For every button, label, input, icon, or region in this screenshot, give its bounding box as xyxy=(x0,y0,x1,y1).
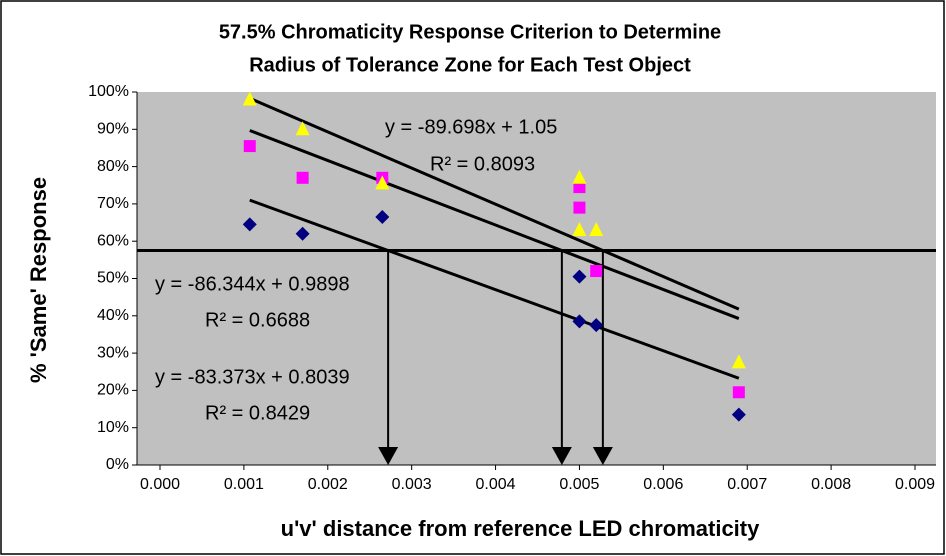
data-point xyxy=(243,140,256,153)
x-axis-label: u'v' distance from reference LED chromat… xyxy=(281,516,760,541)
data-point xyxy=(572,314,587,329)
data-point xyxy=(590,265,603,278)
y-tick-label: 50% xyxy=(97,270,129,287)
x-tick-label: 0.006 xyxy=(643,476,683,493)
arrow-head xyxy=(592,447,613,465)
trendline-equation: y = -83.373x + 0.8039 xyxy=(155,366,350,388)
data-point xyxy=(572,222,587,237)
x-tick-label: 0.005 xyxy=(559,476,599,493)
arrow-head xyxy=(378,447,399,465)
data-point xyxy=(731,407,746,422)
x-tick-label: 0.007 xyxy=(727,476,767,493)
trendline-r2: R² = 0.6688 xyxy=(205,309,310,331)
data-point xyxy=(242,91,257,106)
y-tick-label: 80% xyxy=(97,158,129,175)
x-tick-label: 0.002 xyxy=(308,476,348,493)
data-point xyxy=(296,171,309,184)
x-tick-label: 0.000 xyxy=(140,476,180,493)
y-tick-label: 40% xyxy=(97,307,129,324)
data-point xyxy=(731,354,746,369)
trendline xyxy=(249,96,740,311)
data-point xyxy=(295,226,310,241)
trendline xyxy=(249,129,740,320)
data-point xyxy=(573,181,586,194)
y-tick-label: 90% xyxy=(97,121,129,138)
y-tick-label: 100% xyxy=(88,83,129,100)
data-point xyxy=(572,169,587,184)
trendline-equation: y = -89.698x + 1.05 xyxy=(385,116,557,138)
x-tick-label: 0.009 xyxy=(895,476,935,493)
data-point xyxy=(573,201,586,214)
y-tick-label: 0% xyxy=(106,456,129,473)
y-tick-label: 30% xyxy=(97,344,129,361)
y-tick-label: 20% xyxy=(97,382,129,399)
data-point xyxy=(589,318,604,333)
x-tick-label: 0.008 xyxy=(811,476,851,493)
y-tick-label: 60% xyxy=(97,232,129,249)
plot-area xyxy=(137,92,936,465)
y-tick-label: 70% xyxy=(97,195,129,212)
data-point xyxy=(572,269,587,284)
trendline-r2: R² = 0.8093 xyxy=(430,153,535,175)
x-tick-label: 0.003 xyxy=(392,476,432,493)
data-point xyxy=(375,209,390,224)
data-point xyxy=(375,175,390,190)
arrow-head xyxy=(551,447,572,465)
data-point xyxy=(242,217,257,232)
chart-title: 57.5% Chromaticity Response Criterion to… xyxy=(219,21,721,43)
trendline xyxy=(249,198,740,380)
trendline-equation: y = -86.344x + 0.9898 xyxy=(155,273,350,295)
x-tick-label: 0.001 xyxy=(224,476,264,493)
data-point xyxy=(732,386,745,399)
chart-subtitle: Radius of Tolerance Zone for Each Test O… xyxy=(249,54,691,76)
trendline-r2: R² = 0.8429 xyxy=(205,402,310,424)
data-point xyxy=(295,121,310,136)
data-point xyxy=(589,222,604,237)
x-tick-label: 0.004 xyxy=(476,476,516,493)
y-axis-label: % 'Same' Response xyxy=(26,177,51,383)
y-tick-label: 10% xyxy=(97,419,129,436)
